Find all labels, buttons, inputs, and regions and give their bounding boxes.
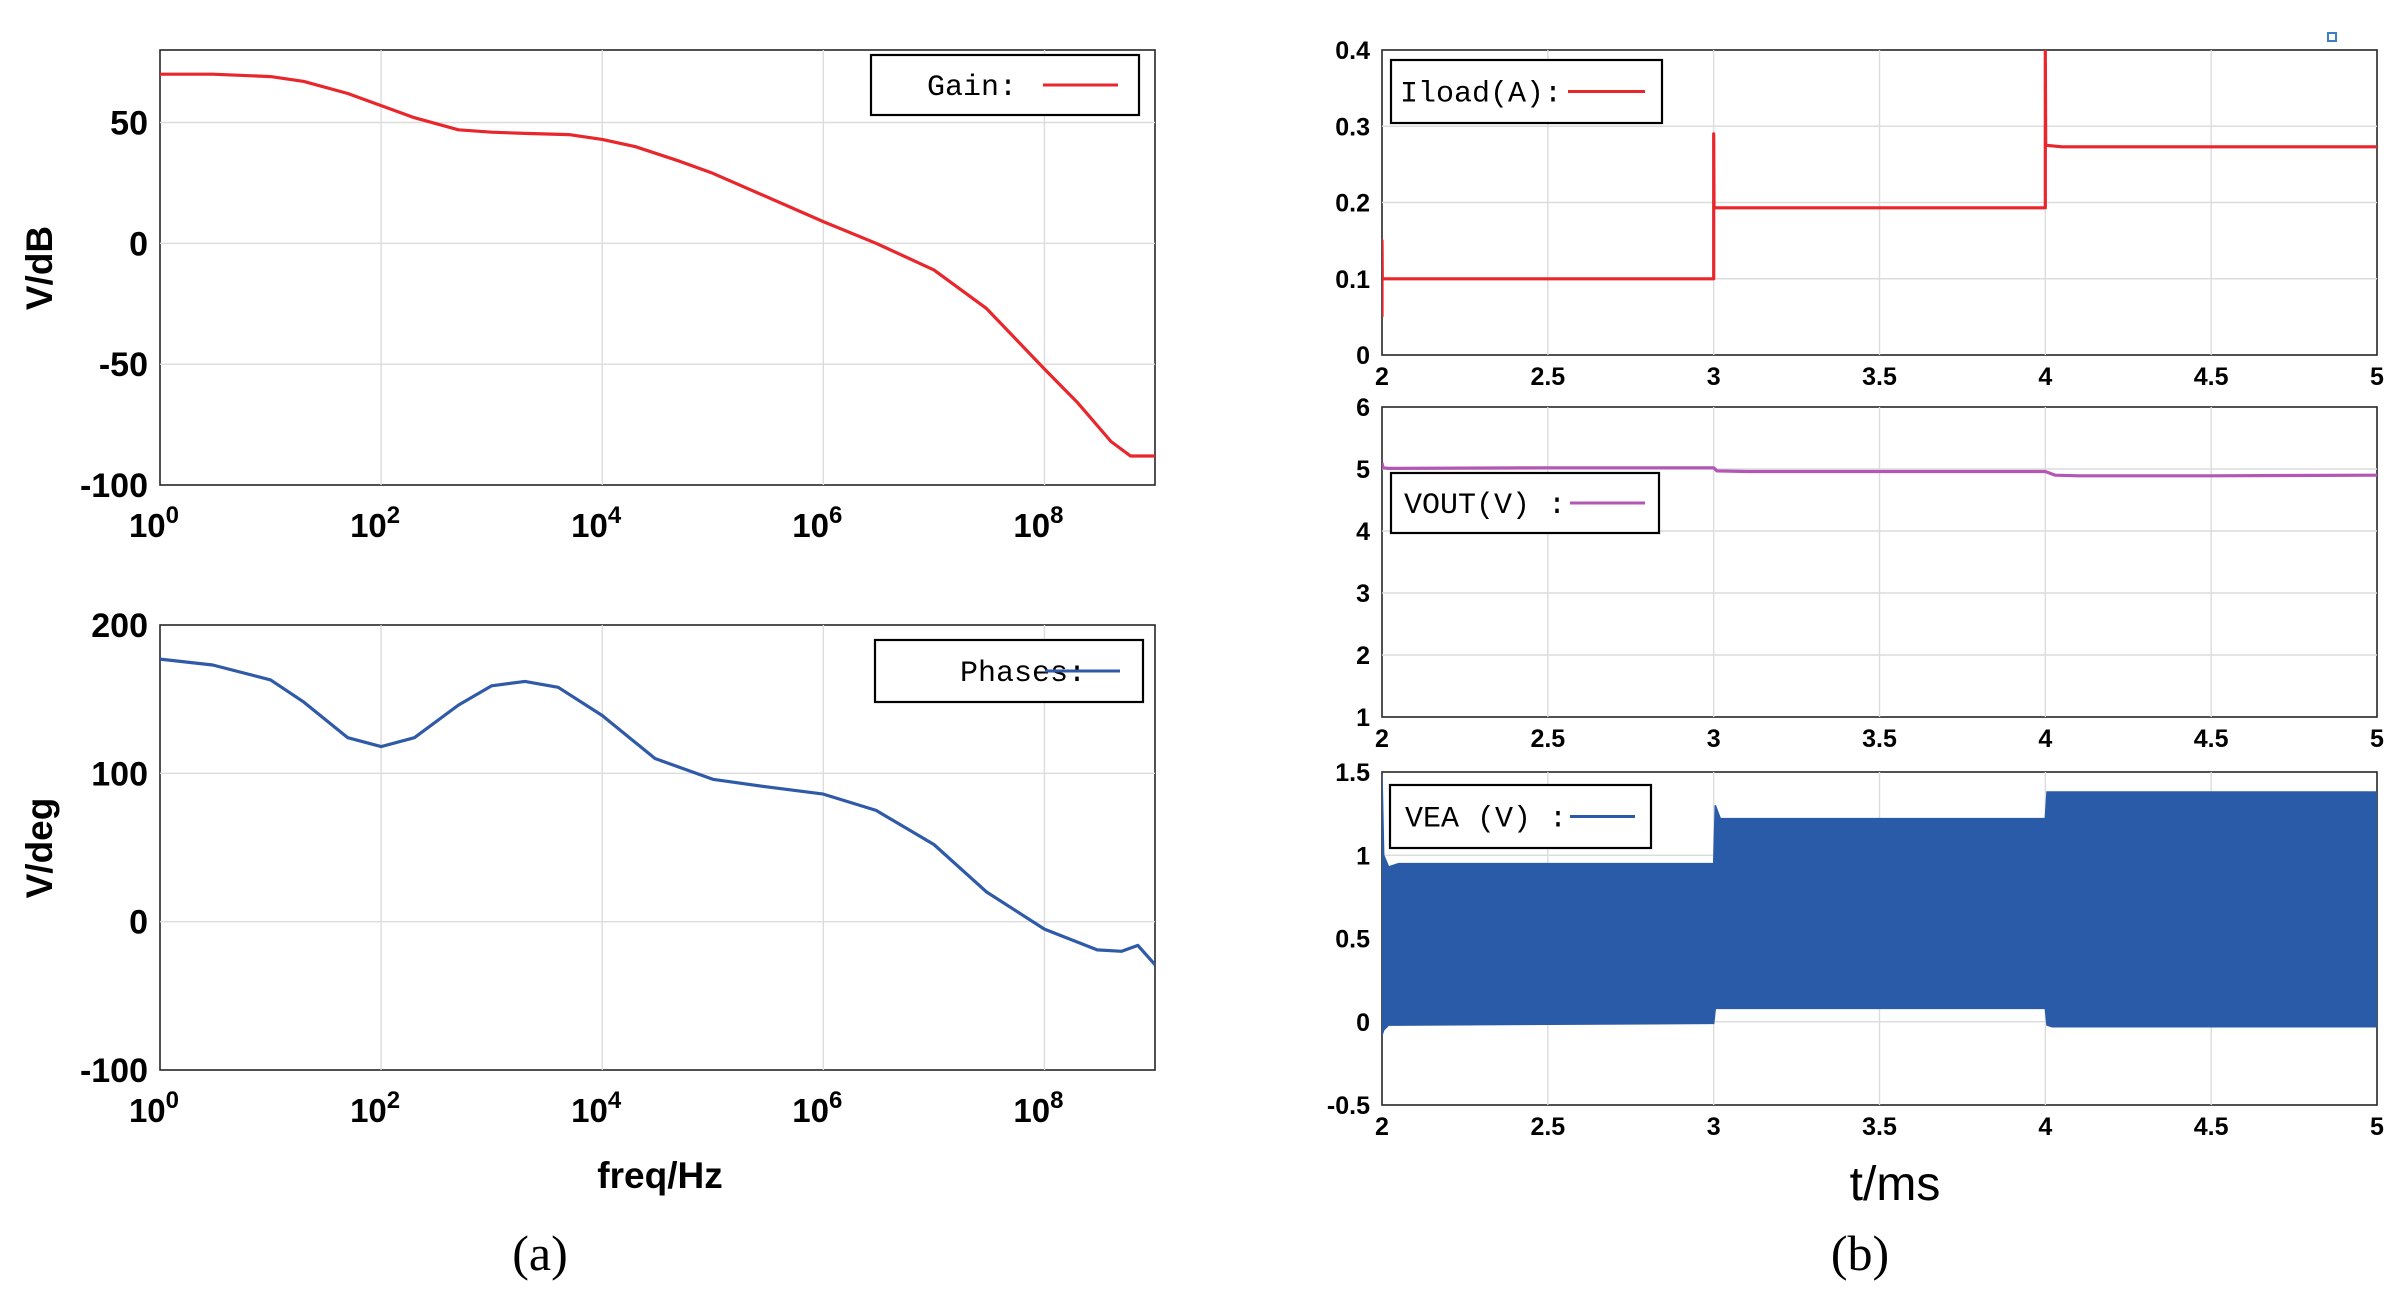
iload-ytick: 0.1 [1335,266,1370,294]
chart-gain: 100 102 104 106 108 -100 -50 0 50 V/dB Gain: [19,49,1156,544]
iload-xtick: 2 [1375,363,1389,391]
caption-a: (a) [512,1225,568,1281]
gain-xtick: 104 [571,502,622,544]
vout-ytick: 3 [1356,580,1370,608]
iload-xtick: 5 [2370,363,2384,391]
gain-xtick: 100 [129,502,179,544]
vout-ytick: 6 [1356,394,1370,422]
vea-ytick: 1.5 [1335,759,1370,787]
corner-marker [2327,32,2337,42]
vout-xtick: 2 [1375,725,1389,753]
vout-xtick: 4.5 [2194,725,2229,753]
phase-ytick: -100 [80,1052,148,1090]
phase-ytick: 200 [91,607,148,645]
vea-ytick: 0 [1356,1009,1370,1037]
gain-ytick: -50 [99,346,148,384]
vout-series-line [1382,462,2377,478]
vout-xtick: 4 [2038,725,2052,753]
vea-ytick: 1 [1356,842,1370,870]
phase-xtick: 100 [129,1087,179,1129]
gain-legend-label: Gain: [927,71,1017,105]
vea-xtick: 3.5 [1862,1113,1897,1141]
phase-legend-label: Phases: [960,657,1086,691]
iload-series-line [1382,50,2377,317]
gain-ylabel: V/dB [19,226,60,310]
vout-xtick: 2.5 [1530,725,1565,753]
vout-xtick: 3 [1707,725,1721,753]
gain-xtick: 102 [350,502,400,544]
chart-vea: 2 2.5 3 3.5 4 4.5 5 -0.5 0 0.5 1 1.5 VEA (V) : [1327,759,2384,1141]
vea-xtick: 4 [2038,1113,2052,1141]
iload-xtick: 3 [1707,363,1721,391]
vea-xtick: 2.5 [1530,1113,1565,1141]
vea-xtick: 2 [1375,1113,1389,1141]
chart-iload: 2 2.5 3 3.5 4 4.5 5 0 0.1 0.2 0.3 0.4 Iload(A): [1335,37,2384,391]
iload-ytick: 0 [1356,342,1370,370]
vea-xtick: 3 [1707,1113,1721,1141]
phase-ytick: 0 [129,904,148,942]
vea-legend-label: VEA (V) : [1405,803,1567,837]
vea-ytick: -0.5 [1327,1092,1370,1120]
gain-ytick: 50 [110,105,148,143]
phase-ytick: 100 [91,755,148,793]
gain-series-line [160,72,1155,458]
iload-xtick: 4 [2038,363,2052,391]
vout-ytick: 4 [1356,518,1370,546]
vea-xtick: 5 [2370,1113,2384,1141]
vea-series-area [1382,775,2377,1036]
iload-ytick: 0.3 [1335,113,1370,141]
vout-ytick: 2 [1356,642,1370,670]
gain-xtick: 108 [1013,502,1063,544]
vout-legend-label: VOUT(V) : [1404,489,1566,523]
vout-ytick: 1 [1356,704,1370,732]
gain-ytick: 0 [129,225,148,263]
gain-xtick: 106 [792,502,842,544]
vea-xtick: 4.5 [2194,1113,2229,1141]
vea-ytick: 0.5 [1335,926,1370,954]
x-axis-label-time: t/ms [1850,1158,1941,1211]
phase-xtick: 104 [571,1087,622,1129]
x-axis-label-freq: freq/Hz [597,1155,722,1196]
phase-xtick: 106 [792,1087,842,1129]
iload-ytick: 0.2 [1335,190,1370,218]
gain-ytick: -100 [80,467,148,505]
phase-xtick: 102 [350,1087,400,1129]
vout-xtick: 3.5 [1862,725,1897,753]
phase-xtick: 108 [1013,1087,1063,1129]
iload-ytick: 0.4 [1335,37,1370,65]
chart-phase: 100 102 104 106 108 -100 0 100 200 V/deg Phases: [19,607,1156,1129]
iload-xtick: 4.5 [2194,363,2229,391]
vout-xtick: 5 [2370,725,2384,753]
iload-xtick: 2.5 [1530,363,1565,391]
phase-series-line [160,657,1155,966]
iload-xtick: 3.5 [1862,363,1897,391]
vout-ytick: 5 [1356,456,1370,484]
phase-ylabel: V/deg [19,798,60,899]
caption-b: (b) [1831,1225,1889,1281]
iload-legend-label: Iload(A): [1400,78,1562,112]
